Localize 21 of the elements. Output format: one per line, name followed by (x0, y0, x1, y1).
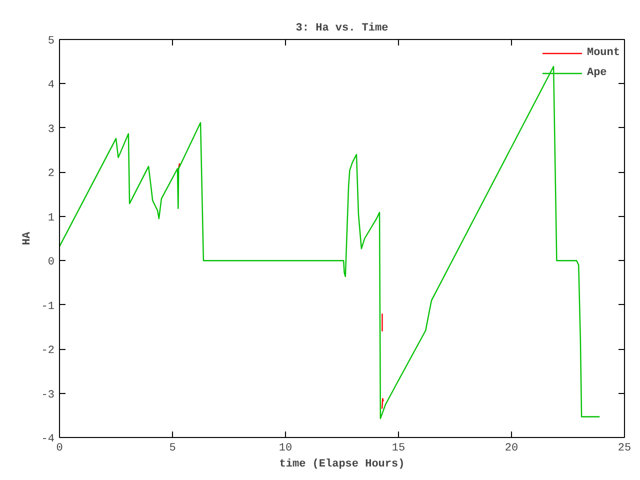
y-tick-label: 1 (48, 212, 55, 224)
y-tick-label: -3 (41, 389, 54, 402)
x-tick-label: 15 (392, 442, 406, 454)
y-tick-label: -1 (41, 300, 55, 313)
x-tick-label: 25 (618, 442, 632, 454)
x-axis-title: time (Elapse Hours) (279, 458, 405, 470)
legend-label: Mount (586, 47, 620, 59)
x-tick-label: 0 (56, 442, 63, 454)
x-tick-label: 10 (278, 442, 292, 454)
y-tick-label: 3 (48, 124, 55, 136)
y-axis-title: HA (21, 232, 34, 246)
x-tick-label: 5 (169, 442, 176, 454)
y-tick-label: 0 (48, 256, 55, 269)
legend-label: Ape (586, 67, 607, 79)
y-tick-label: 4 (48, 80, 55, 92)
chart-title: 3: Ha vs. Time (296, 22, 389, 34)
y-tick-label: 2 (48, 168, 55, 180)
y-tick-label: 5 (48, 36, 55, 48)
x-tick-label: 20 (504, 442, 518, 454)
y-tick-label: -4 (41, 434, 55, 446)
y-tick-label: -2 (41, 345, 54, 358)
